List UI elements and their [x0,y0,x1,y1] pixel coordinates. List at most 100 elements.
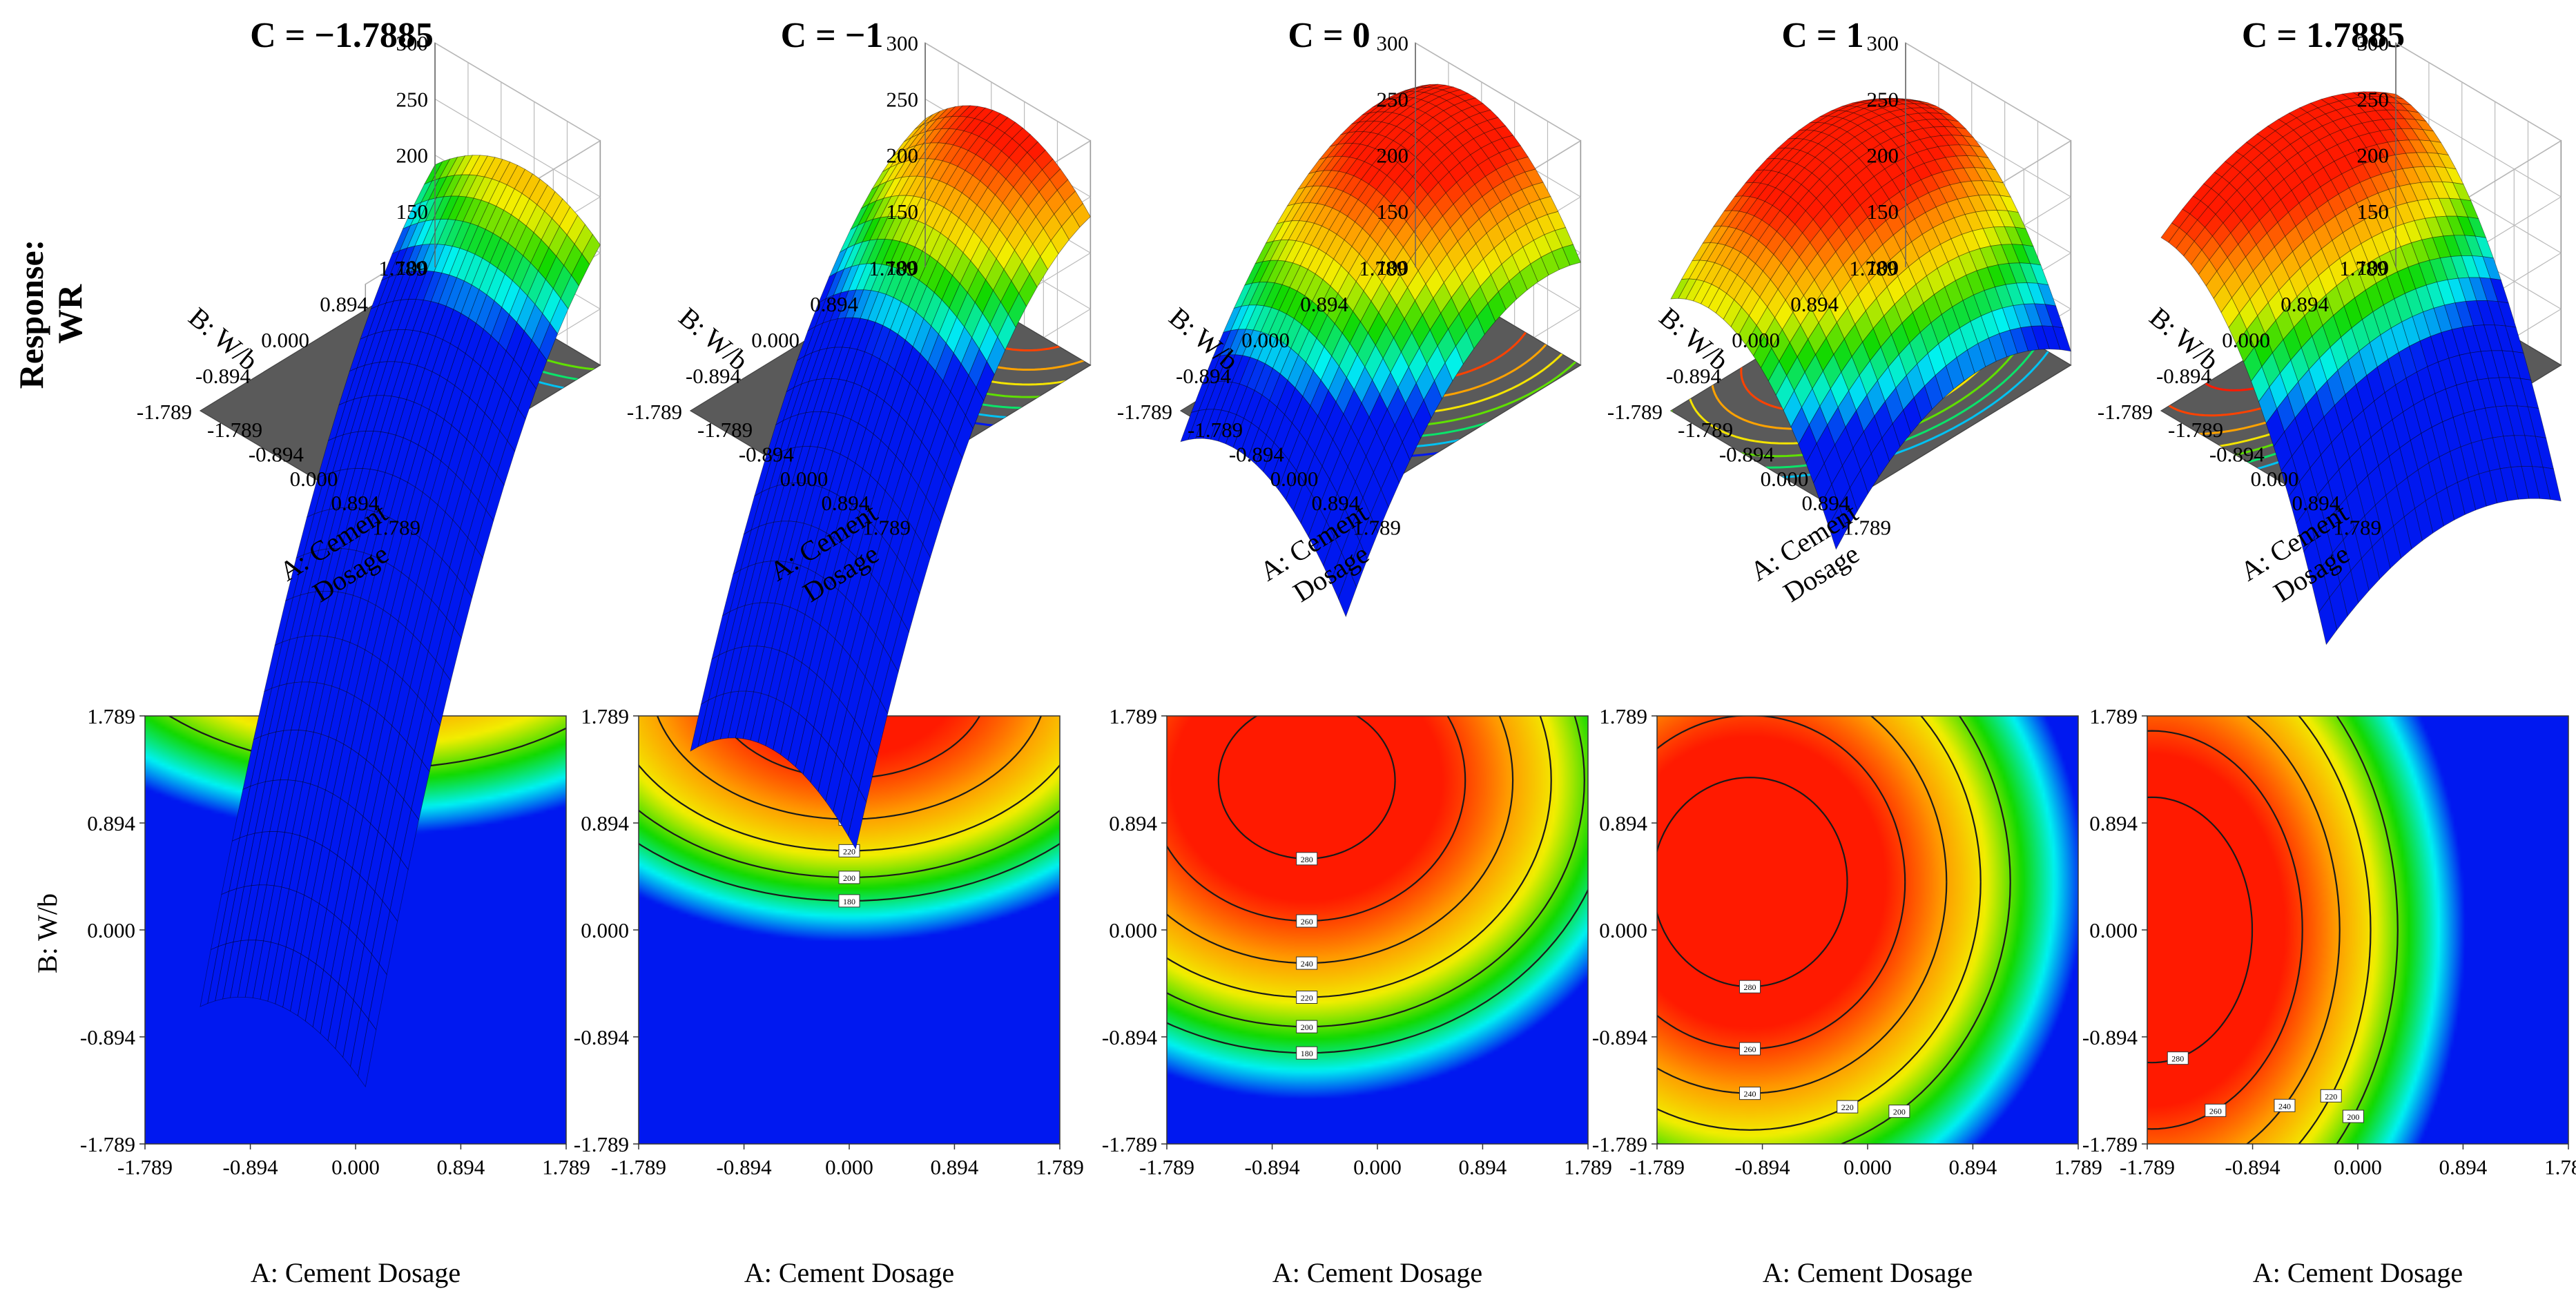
y-tick-label: -1.789 [574,1132,629,1156]
surface-mesh-cell [770,521,790,562]
surface-mesh-cell [418,409,437,451]
surface-mesh-cell [1884,162,1904,180]
surface-mesh-cell [1707,288,1727,314]
surface-mesh-cell [733,529,752,575]
surface-mesh-cell [2341,92,2362,99]
surface-mesh-cell [1495,164,1515,182]
surface-mesh-cell [2361,120,2381,134]
surface-mesh-cell [1323,536,1342,583]
surface-mesh-cell [1362,211,1382,237]
surface-mesh-cell [432,339,451,376]
surface-mesh-cell [1937,261,1956,288]
surface-mesh-cell [2301,174,2321,195]
surface-mesh-cell [1791,232,1811,258]
surface-mesh-cell [1801,173,1820,191]
surface-mesh-cell [482,233,501,264]
surface-mesh-cell [1784,138,1804,149]
surface-mesh-cell [1901,312,1921,344]
y-tick-label: 1.789 [1109,704,1157,728]
surface-a-tick-label: -0.894 [1719,442,1775,466]
surface-mesh-cell [488,181,507,207]
surface-mesh-cell [1551,246,1571,271]
surface-mesh-cell [1798,122,1819,131]
surface-mesh-cell [2420,181,2440,200]
surface-mesh-cell [2283,170,2303,191]
surface-a-tick-label: -0.894 [739,442,795,466]
surface-b-tick-label: -0.894 [195,364,251,388]
contour-value-box [1837,1100,1859,1114]
surface-mesh-cell [1855,166,1875,186]
surface-mesh-cell [1271,284,1290,311]
surface-mesh-cell [1344,480,1364,525]
surface-mesh-cell [1693,280,1712,304]
surface-mesh-cell [1723,299,1742,328]
surface-mesh-cell [2320,179,2339,202]
surface-mesh-cell [1403,120,1423,135]
surface-mesh-cell [973,212,993,241]
surface-mesh-cell [898,306,917,341]
z-tick-label: 250 [2357,87,2390,111]
surface-mesh-cell [1233,282,1253,309]
surface-mesh-cell [417,650,436,706]
surface-mesh-cell [1811,162,1831,180]
surface-mesh-cell [1297,171,1317,190]
surface-mesh-cell [1783,390,1802,428]
surface-mesh-cell [1903,396,1922,434]
surface-mesh-cell [1290,323,1310,356]
surface-mesh-cell [1953,167,1972,183]
surface-mesh-cell [427,303,447,337]
surface-mesh-cell [1790,406,1810,445]
surface-mesh-cell [362,431,382,470]
surface-mesh-cell [1820,110,1839,117]
surface-mesh-cell [1228,383,1248,416]
surface-mesh-cell [1330,552,1350,600]
surface-mesh-cell [909,158,929,177]
surface-mesh-cell [1360,300,1379,334]
surface-b-tick-label: 0.894 [810,292,858,316]
surface-mesh-cell [1808,405,1828,445]
surface-mesh-cell [1964,211,1984,231]
surface-mesh-cell [1050,226,1069,255]
contour-value-label: 200 [843,873,855,883]
row-label-line2: WR [50,284,89,344]
surface-mesh-cell [2524,435,2544,468]
surface-mesh-cell [779,607,798,654]
surface-mesh-cell [2338,98,2359,108]
surface-mesh-cell [484,157,503,179]
surface-mesh-cell [1392,246,1411,276]
surface-mesh-cell [2532,466,2551,500]
floor-contour-line [443,267,601,372]
surface-mesh-cell [1905,284,1924,313]
surface-mesh-cell [914,224,934,252]
surface-mesh-cell [759,561,779,603]
surface-mesh-cell [2294,162,2314,183]
surface-mesh-cell [1796,153,1816,168]
surface-mesh-cell [516,295,536,332]
surface-mesh-cell [904,246,923,276]
surface-mesh-cell [1941,306,1960,336]
surface-mesh-cell [1388,275,1408,307]
contour-line [1167,716,1514,964]
surface-mesh-cell [400,270,420,300]
surface-mesh-cell [795,719,815,775]
surface-mesh-cell [1269,373,1288,408]
x-tick-label: 1.789 [2544,1155,2576,1179]
contour-line [717,716,981,779]
surface-mesh-cell [338,928,358,993]
surface-mesh-cell [904,143,924,162]
surface-mesh-cell [902,346,921,385]
surface-mesh-cell [2229,172,2248,191]
surface-mesh-cell [808,528,827,574]
surface-mesh-cell [300,550,320,596]
surface-mesh-cell [984,194,1003,222]
surface-mesh-cell [817,744,837,802]
surface-mesh-cell [1213,380,1232,411]
surface-mesh-cell [1955,155,1975,168]
surface-mesh-cell [801,619,821,669]
surface-mesh-cell [1803,157,1823,174]
contour-value-label: 260 [2209,1106,2222,1116]
surface-mesh-cell [2495,405,2515,437]
surface-mesh-cell [1248,428,1267,465]
contour-heatmap [1657,716,2078,1144]
